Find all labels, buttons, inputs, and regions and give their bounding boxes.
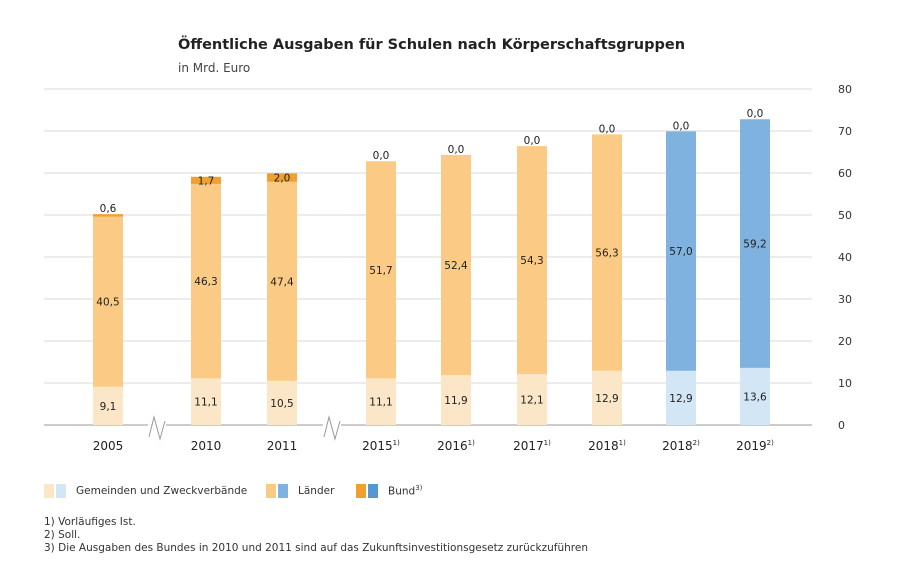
- bar-segment: [517, 146, 547, 375]
- data-label: 40,5: [96, 297, 119, 309]
- y-tick-label: 80: [838, 83, 852, 96]
- legend-label-bund-text: Bund: [388, 485, 416, 498]
- bar-segment: [191, 378, 221, 425]
- legend-item-gemeinden: Gemeinden und Zweckverbände: [44, 484, 247, 498]
- bar-segment: [517, 374, 547, 425]
- axis-break-gap: [148, 422, 166, 444]
- legend-swatch-bund-blue: [368, 484, 378, 498]
- data-label: 47,4: [270, 276, 294, 288]
- chart-title: Öffentliche Ausgaben für Schulen nach Kö…: [178, 37, 686, 53]
- y-tick-label: 0: [838, 419, 845, 432]
- data-label: 57,0: [669, 246, 692, 258]
- x-tick-label: 20182): [662, 439, 700, 453]
- data-label: 11,1: [369, 397, 392, 409]
- y-tick-label: 50: [838, 209, 852, 222]
- data-label: 51,7: [369, 265, 392, 277]
- legend-swatch-gemeinden-blue: [56, 484, 66, 498]
- data-label: 12,9: [669, 393, 692, 405]
- legend-swatch-laender-blue: [278, 484, 288, 498]
- footnote-1: 1) Vorläufiges Ist.: [44, 516, 136, 528]
- axis-break-mark: [148, 415, 166, 441]
- bar-segment: [93, 216, 123, 387]
- bar-segment: [191, 176, 221, 184]
- data-label: 56,3: [595, 248, 618, 260]
- legend-swatch-laender-orange: [266, 484, 276, 498]
- axis-break-mark: [323, 415, 341, 441]
- data-label: 10,5: [270, 398, 293, 410]
- bar-segment: [592, 370, 622, 425]
- chart-subtitle: in Mrd. Euro: [178, 61, 251, 75]
- data-label: 52,4: [444, 260, 468, 272]
- y-tick-label: 10: [838, 377, 852, 390]
- legend-label-bund-note: 3): [415, 484, 423, 493]
- x-tick-label: 20181): [588, 439, 626, 453]
- bar-segment: [191, 183, 221, 379]
- y-tick-label: 40: [838, 251, 852, 264]
- bar-segment: [366, 378, 396, 425]
- data-label: 11,9: [444, 395, 467, 407]
- bar-segment: [441, 154, 471, 376]
- y-tick-label: 60: [838, 167, 852, 180]
- footnotes: 1) Vorläufiges Ist. 2) Soll. 3) Die Ausg…: [44, 516, 588, 555]
- legend-label-bund: Bund3): [388, 484, 422, 498]
- legend-swatch-bund-orange: [356, 484, 366, 498]
- bar-segment: [267, 380, 297, 425]
- legend-swatch-gemeinden-orange: [44, 484, 54, 498]
- data-label: 11,1: [194, 397, 217, 409]
- data-label: 1,7: [198, 175, 215, 187]
- x-tick-label: 20151): [362, 439, 400, 453]
- bar-segment: [267, 173, 297, 182]
- y-tick-label: 20: [838, 335, 852, 348]
- data-label: 13,6: [743, 391, 767, 403]
- data-label: 9,1: [100, 401, 117, 413]
- data-label: 0,0: [673, 120, 690, 132]
- data-label: 0,0: [524, 135, 541, 147]
- data-label: 0,0: [448, 144, 465, 156]
- y-tick-label: 70: [838, 125, 852, 138]
- data-label: 59,2: [743, 239, 766, 251]
- bar-segment: [93, 214, 123, 217]
- stacked-bar-chart: 0 10 20 30 40 50 60 70 80 9,1 40,5 0,6 2005 11,1 46,3 1…: [44, 83, 852, 453]
- data-label: 0,0: [373, 150, 390, 162]
- bar-segment: [366, 161, 396, 379]
- legend-label-laender: Länder: [298, 485, 335, 497]
- legend-label-gemeinden: Gemeinden und Zweckverbände: [76, 485, 248, 497]
- data-label: 0,0: [599, 123, 616, 135]
- x-tick-label: 20192): [736, 439, 774, 453]
- footnote-2: 2) Soll.: [44, 529, 81, 541]
- axis-break-gap: [323, 422, 341, 444]
- bar-segment: [740, 119, 770, 368]
- bar-segment: [441, 375, 471, 425]
- x-tick-label: 2005: [93, 439, 124, 453]
- bar-segment: [666, 370, 696, 425]
- data-label: 54,3: [520, 255, 543, 267]
- data-label: 2,0: [274, 173, 291, 185]
- bar-segment: [267, 181, 297, 381]
- data-label: 12,1: [520, 395, 543, 407]
- data-label: 12,9: [595, 393, 618, 405]
- legend-item-bund: Bund3): [356, 484, 422, 498]
- footnote-3: 3) Die Ausgaben des Bundes in 2010 und 2…: [44, 542, 588, 554]
- x-tick-label: 20171): [513, 439, 551, 453]
- data-label: 46,3: [194, 276, 217, 288]
- legend-item-laender: Länder: [266, 484, 334, 498]
- data-label: 0,6: [100, 203, 117, 215]
- x-tick-label: 20161): [437, 439, 475, 453]
- bar-segment: [740, 367, 770, 425]
- bar-segment: [592, 134, 622, 371]
- x-tick-label: 2011: [267, 439, 298, 453]
- x-tick-label: 2010: [191, 439, 222, 453]
- bar-segment: [666, 131, 696, 371]
- bar-segment: [93, 386, 123, 425]
- y-tick-label: 30: [838, 293, 852, 306]
- data-label: 0,0: [747, 108, 764, 120]
